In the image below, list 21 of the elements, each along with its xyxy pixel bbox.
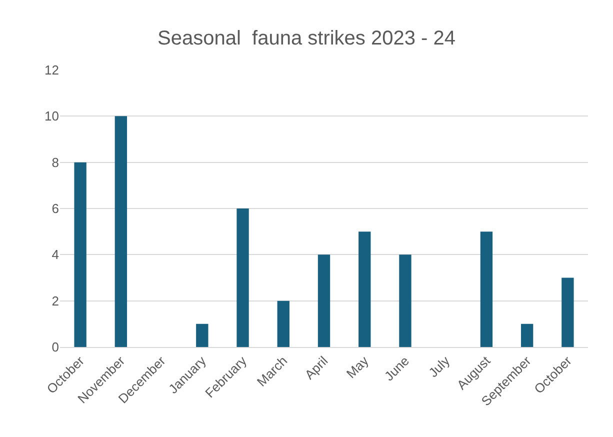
bar (74, 162, 86, 347)
y-tick-label: 4 (52, 247, 59, 262)
y-tick-label: 10 (44, 108, 59, 124)
y-tick-label: 6 (52, 201, 59, 216)
y-tick-label: 12 (44, 62, 59, 78)
y-tick-label: 0 (52, 340, 59, 355)
bar (480, 232, 493, 347)
bar (318, 254, 330, 347)
y-tick-label: 2 (52, 293, 59, 308)
bar (277, 300, 290, 347)
bar (196, 324, 208, 347)
chart-title: Seasonal fauna strikes 2023 - 24 (158, 28, 456, 50)
y-tick-label: 8 (52, 154, 59, 170)
bar (236, 208, 249, 347)
x-tick-label: July (426, 352, 453, 380)
bar (399, 254, 412, 347)
bar (114, 116, 128, 347)
bar (562, 278, 574, 347)
x-tick-label: May (343, 352, 372, 382)
bar (520, 324, 534, 347)
bar (358, 232, 371, 347)
